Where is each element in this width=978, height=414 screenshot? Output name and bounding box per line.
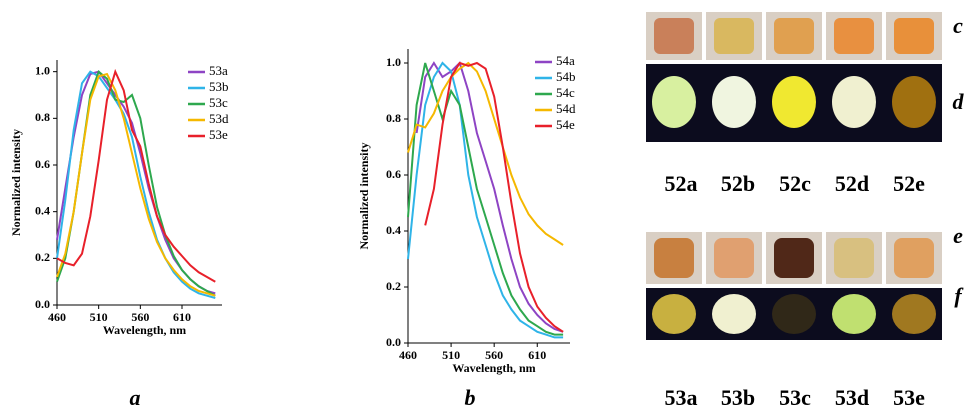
data-line (407, 61, 564, 339)
caption: a (130, 385, 141, 410)
row-letter: c (953, 13, 963, 38)
legend-label: 54b (556, 69, 576, 84)
photo-label: 52e (893, 171, 925, 196)
data-line (415, 61, 564, 333)
y-tick-label: 0.6 (386, 167, 401, 181)
x-tick-label: 510 (90, 310, 108, 324)
legend-label: 53a (209, 63, 228, 78)
legend-label: 54d (556, 101, 576, 116)
data-line (56, 68, 216, 283)
photo-label: 53d (835, 385, 869, 410)
photo-label: 52c (779, 171, 811, 196)
caption: b (465, 385, 476, 410)
x-tick-label: 610 (173, 310, 191, 324)
photo-label: 52b (721, 171, 755, 196)
photo-label: 53e (893, 385, 925, 410)
photo-row-c (646, 12, 942, 60)
photo-label: 53a (665, 385, 698, 410)
legend-label: 53c (209, 95, 228, 110)
x-axis-label: Wavelength, nm (103, 323, 186, 337)
y-tick-label: 0.4 (35, 203, 50, 217)
legend-label: 53d (209, 111, 229, 126)
x-tick-label: 460 (48, 310, 66, 324)
y-tick-label: 0.8 (386, 111, 401, 125)
x-axis-label: Wavelength, nm (452, 361, 535, 375)
legend-label: 54e (556, 117, 575, 132)
x-tick-label: 510 (442, 348, 460, 362)
photo-label: 52d (835, 171, 869, 196)
y-tick-label: 0.8 (35, 110, 50, 124)
x-tick-label: 610 (528, 348, 546, 362)
y-axis-label: Normalized intensity (9, 129, 23, 236)
y-tick-label: 0.2 (386, 279, 401, 293)
y-tick-label: 1.0 (386, 55, 401, 69)
y-tick-label: 0.2 (35, 250, 50, 264)
y-tick-label: 0.0 (35, 297, 50, 311)
y-tick-label: 0.0 (386, 335, 401, 349)
y-tick-label: 0.6 (35, 157, 50, 171)
photo-row-f (646, 288, 942, 340)
legend-label: 53b (209, 79, 229, 94)
photo-label: 53c (779, 385, 811, 410)
row-letter: e (953, 223, 963, 248)
photo-label: 53b (721, 385, 755, 410)
data-line (56, 70, 216, 299)
photo-row-d (646, 64, 942, 142)
data-line (56, 72, 216, 297)
legend-label: 53e (209, 127, 228, 142)
data-line (424, 61, 564, 333)
legend-label: 54c (556, 85, 575, 100)
row-letter: f (954, 283, 964, 308)
y-tick-label: 0.4 (386, 223, 401, 237)
y-axis-label: Normalized intensity (357, 143, 371, 250)
data-line (407, 61, 564, 246)
photo-label: 52a (665, 171, 698, 196)
x-tick-label: 460 (399, 348, 417, 362)
data-line (407, 62, 564, 336)
y-tick-label: 1.0 (35, 63, 50, 77)
x-tick-label: 560 (485, 348, 503, 362)
row-letter: d (953, 89, 965, 114)
x-tick-label: 560 (131, 310, 149, 324)
legend-label: 54a (556, 53, 575, 68)
photo-row-e (646, 232, 942, 284)
